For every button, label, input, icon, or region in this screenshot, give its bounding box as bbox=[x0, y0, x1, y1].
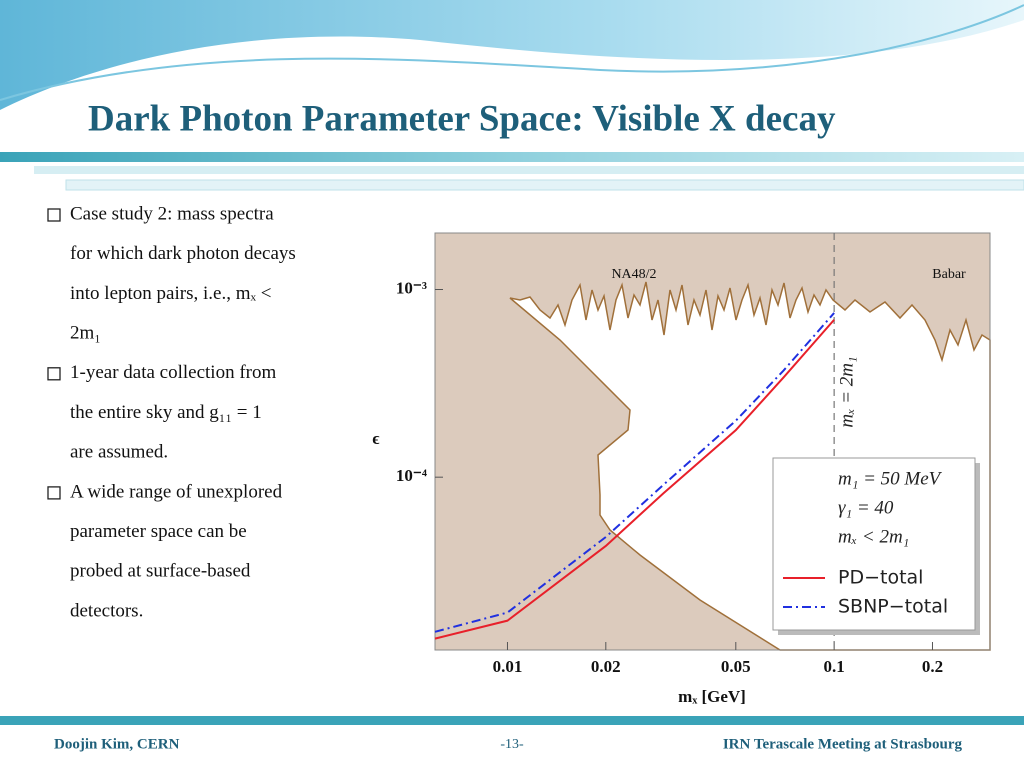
x-tick-label: 0.01 bbox=[493, 657, 523, 676]
bullet-text: are assumed. bbox=[70, 442, 168, 463]
footer-right: IRN Terascale Meeting at Strasbourg bbox=[723, 736, 963, 752]
bullet-text: 1-year data collection from bbox=[70, 362, 276, 383]
bullet-text: into lepton pairs, i.e., mₓ < bbox=[70, 283, 271, 304]
title-bar-thin bbox=[34, 166, 1024, 174]
y-tick-label: 10⁻³ bbox=[396, 278, 427, 297]
series-line bbox=[434, 319, 835, 640]
x-tick-label: 0.2 bbox=[922, 657, 943, 676]
legend-label: PD−total bbox=[838, 567, 923, 589]
legend-note: mₓ < 2m₁ bbox=[838, 526, 909, 547]
series-line bbox=[434, 312, 835, 633]
bullet-text: probed at surface-based bbox=[70, 561, 251, 582]
x-tick-label: 0.1 bbox=[824, 657, 845, 676]
footer-bar bbox=[0, 716, 1024, 725]
page-number: -13- bbox=[500, 737, 524, 752]
bullet-text: parameter space can be bbox=[70, 521, 247, 542]
bullet-text: the entire sky and g₁₁ = 1 bbox=[70, 402, 262, 423]
bullet-text: for which dark photon decays bbox=[70, 243, 296, 264]
threshold-label: mₓ = 2m₁ bbox=[836, 356, 857, 427]
bullet-text: Case study 2: mass spectra bbox=[70, 203, 274, 224]
legend bbox=[772, 457, 976, 631]
legend-note: γ₁ = 40 bbox=[838, 497, 894, 518]
bullet-text: A wide range of unexplored bbox=[70, 481, 283, 502]
header-wave-line bbox=[0, 4, 1024, 101]
bullet-list: Case study 2: mass spectra for which dark… bbox=[47, 203, 296, 621]
bullet-box bbox=[47, 208, 61, 222]
y-tick-label: 10⁻⁴ bbox=[396, 466, 427, 485]
plot-frame bbox=[434, 232, 991, 651]
bullet-text: detectors. bbox=[70, 600, 143, 621]
title-bar-thin bbox=[65, 179, 1024, 191]
x-axis-label: mₓ [GeV] bbox=[678, 687, 746, 706]
slide-title: Dark Photon Parameter Space: Visible X d… bbox=[88, 98, 836, 139]
plot: 0.01 0.02 0.05 0.1 0.2 10⁻³ 10⁻⁴ mₓ [GeV] ϵ mₓ = … bbox=[372, 233, 980, 706]
region-label: Babar bbox=[932, 267, 966, 282]
legend-note: m₁ = 50 MeV bbox=[838, 468, 943, 489]
bullet-box bbox=[47, 367, 61, 381]
legend-label: SBNP−total bbox=[838, 596, 948, 618]
y-axis-label: ϵ bbox=[372, 429, 379, 448]
title-bar bbox=[0, 152, 1024, 162]
bullet-box bbox=[47, 486, 61, 500]
footer-left: Doojin Kim, CERN bbox=[54, 736, 180, 752]
region-label: NA48/2 bbox=[611, 267, 656, 282]
bullet-text: 2m₁ bbox=[70, 322, 101, 343]
x-tick-label: 0.02 bbox=[591, 657, 621, 676]
x-tick-label: 0.05 bbox=[721, 657, 751, 676]
header-wave bbox=[0, 0, 1024, 110]
